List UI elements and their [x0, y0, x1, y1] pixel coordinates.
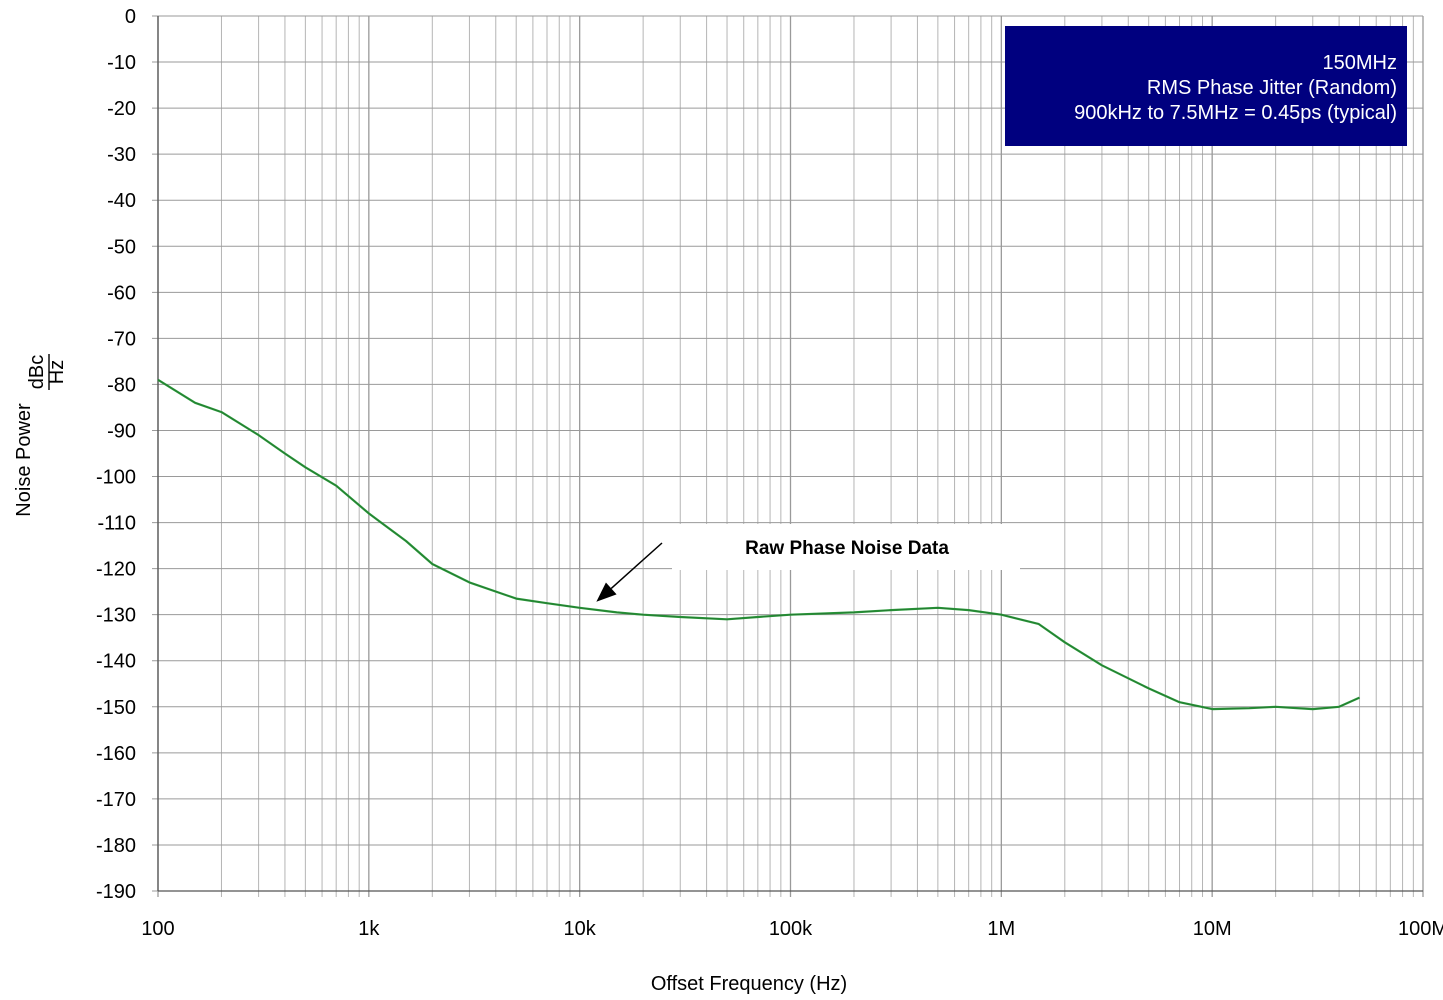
y-tick-label: -30 — [107, 144, 136, 166]
x-tick-label: 10k — [564, 918, 597, 940]
jitter-annotation-box — [1005, 26, 1407, 146]
axes — [157, 16, 1423, 892]
y-tick-label: -140 — [96, 651, 136, 673]
jitter-annotation-line-1: 150MHz — [1323, 52, 1397, 74]
x-tick-label: 100k — [769, 918, 813, 940]
x-tick-label: 100 — [141, 918, 174, 940]
y-axis-unit-denominator: Hz — [46, 360, 68, 384]
y-tick-label: -40 — [107, 190, 136, 212]
y-tick-label: -50 — [107, 236, 136, 258]
y-tick-label: -190 — [96, 881, 136, 903]
y-axis-unit: dBc Hz — [26, 354, 68, 390]
y-tick-label: -110 — [97, 513, 136, 535]
y-axis-unit-numerator: dBc — [26, 355, 48, 389]
y-tick-label: -180 — [96, 835, 136, 857]
raw-data-callout-label: Raw Phase Noise Data — [745, 538, 949, 559]
grid — [152, 15, 1424, 897]
y-axis-title: Noise Power — [13, 403, 35, 517]
y-tick-label: 0 — [125, 6, 136, 28]
y-tick-label: -120 — [96, 559, 136, 581]
callout-arrow-head — [596, 582, 617, 602]
y-tick-label: -90 — [107, 420, 136, 442]
jitter-annotation-line-3: 900kHz to 7.5MHz = 0.45ps (typical) — [1074, 102, 1397, 124]
x-tick-label: 1M — [987, 918, 1015, 940]
x-tick-label: 100M — [1398, 918, 1443, 940]
x-tick-labels: 100 1k 10k 100k 1M 10M 100M — [141, 918, 1443, 940]
y-tick-label: -60 — [107, 282, 136, 304]
raw-data-callout-box — [672, 524, 1020, 570]
y-tick-label: -170 — [96, 789, 136, 811]
y-axis-label: Noise Power — [13, 403, 35, 517]
y-tick-label: -20 — [107, 98, 136, 120]
y-tick-label: -160 — [96, 743, 136, 765]
jitter-annotation-line-2: RMS Phase Jitter (Random) — [1147, 77, 1397, 99]
y-tick-label: -130 — [96, 605, 136, 627]
jitter-annotation: 150MHz RMS Phase Jitter (Random) 900kHz … — [1005, 26, 1407, 146]
y-tick-label: -80 — [107, 374, 136, 396]
series-layer — [157, 378, 1360, 711]
x-tick-label: 10M — [1193, 918, 1232, 940]
y-tick-label: -150 — [96, 697, 136, 719]
y-tick-label: -10 — [107, 52, 136, 74]
series-line-shade — [157, 379, 1360, 710]
x-axis-title: Offset Frequency (Hz) — [651, 973, 847, 995]
y-tick-label: -70 — [107, 328, 136, 350]
x-tick-label: 1k — [358, 918, 380, 940]
y-tick-labels: 0 -10 -20 -30 -40 -50 -60 -70 -80 -90 -100 -110 -120… — [96, 6, 136, 903]
raw-data-callout: Raw Phase Noise Data — [596, 524, 1020, 602]
callout-arrow — [610, 542, 663, 589]
y-tick-label: -100 — [96, 467, 136, 489]
